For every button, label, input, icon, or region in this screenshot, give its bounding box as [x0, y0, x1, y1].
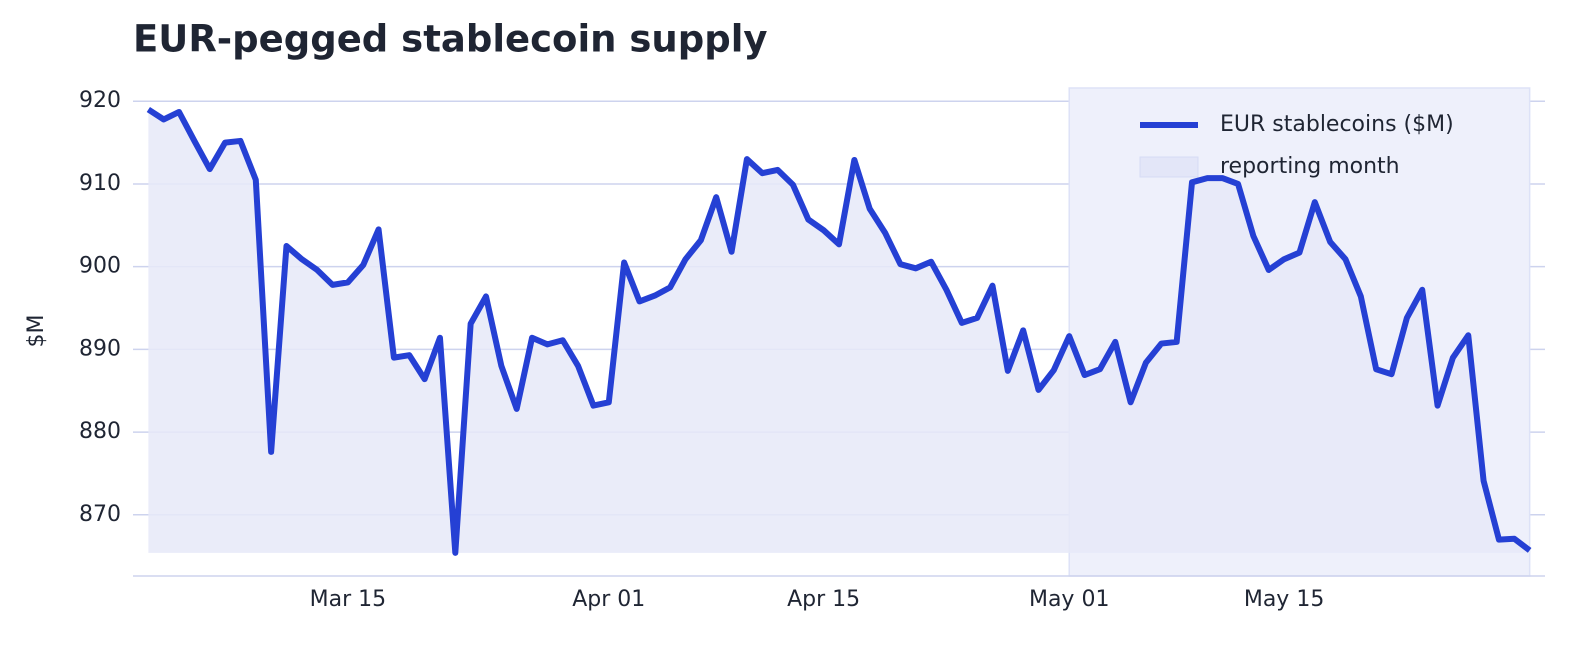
x-tick-label: Apr 15	[787, 587, 860, 612]
chart-title: EUR-pegged stablecoin supply	[133, 18, 768, 61]
x-tick-label: Mar 15	[310, 587, 387, 612]
y-tick-label: 920	[79, 88, 121, 113]
legend-label: reporting month	[1220, 154, 1400, 179]
line	[146, 106, 1532, 556]
x-tick-label: May 01	[1029, 587, 1109, 612]
y-tick-label: 900	[79, 254, 121, 279]
x-tick-label: May 15	[1244, 587, 1324, 612]
y-axis-label: $M	[24, 315, 49, 348]
y-tick-label: 910	[79, 171, 121, 196]
area	[148, 109, 1530, 553]
legend-label: EUR stablecoins ($M)	[1220, 112, 1454, 137]
y-tick-label: 870	[79, 502, 121, 527]
x-tick-label: Apr 01	[572, 587, 645, 612]
legend-patch	[1139, 156, 1199, 178]
y-tick-label: 890	[79, 336, 121, 361]
y-tick-label: 880	[79, 419, 121, 444]
